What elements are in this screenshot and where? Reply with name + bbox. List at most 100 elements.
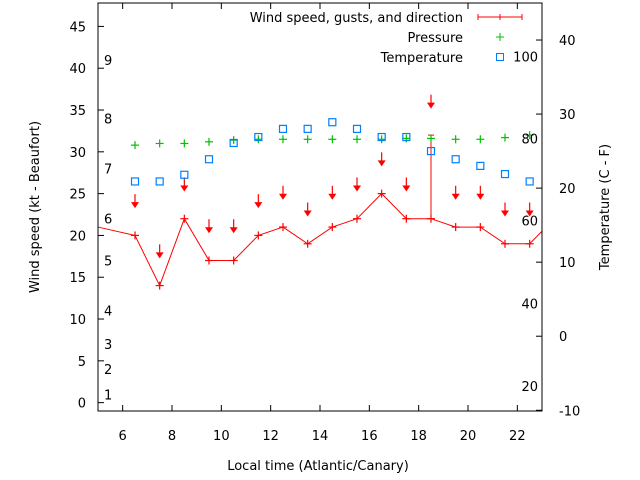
pressure-point <box>303 135 312 144</box>
x-tick-label: 6 <box>119 429 127 444</box>
temperature-point <box>476 161 485 171</box>
pressure-point <box>180 139 189 148</box>
arrow-head <box>427 102 435 109</box>
wind-direction-arrow <box>254 194 263 209</box>
temperature-point <box>451 155 460 164</box>
y-tick-label: 40 <box>69 62 86 77</box>
y-tick-label: 20 <box>69 229 86 244</box>
y2-axis-label: Temperature (C - F) <box>598 144 613 271</box>
wind-direction-arrow <box>328 185 337 200</box>
beaufort-label: 1 <box>104 388 112 403</box>
y-tick-label: 45 <box>69 20 86 35</box>
pressure-point <box>155 139 164 148</box>
x-tick-label: 22 <box>509 429 526 444</box>
arrow-head <box>402 185 411 192</box>
y-tick-label: 30 <box>69 146 86 161</box>
wind-speed-point <box>476 223 485 232</box>
y2-tick-label: 10 <box>559 256 576 271</box>
temperature-point <box>352 124 362 133</box>
wind-direction-arrow <box>155 244 164 259</box>
temperature-point <box>204 155 214 164</box>
x-tick-label: 12 <box>262 429 279 444</box>
pressure-point <box>451 135 460 144</box>
temperature-point <box>426 146 436 156</box>
legend-sample-pressure <box>496 33 504 41</box>
y2-tick-label: 40 <box>559 34 576 49</box>
wind-direction-arrow <box>402 177 411 192</box>
temperature-point <box>254 132 263 142</box>
y-axis-label: Wind speed (kt - Beaufort) <box>28 121 43 293</box>
wind-direction-arrow <box>205 219 213 234</box>
pressure-point <box>229 136 238 145</box>
fahrenheit-label: 60 <box>521 215 538 230</box>
beaufort-label: 6 <box>104 213 112 228</box>
wind-speed-point <box>501 239 509 248</box>
wind-direction-arrow <box>229 219 238 234</box>
plot-border <box>97 2 543 412</box>
legend-sample-wind <box>477 14 523 20</box>
pressure-point <box>205 137 213 146</box>
temperature-point <box>180 170 189 179</box>
pressure-point <box>476 135 485 144</box>
wind-speed-point <box>303 239 312 248</box>
arrow-head <box>131 202 139 209</box>
beaufort-label: 3 <box>104 338 112 353</box>
temperature-point <box>402 132 411 142</box>
y-tick-label: 35 <box>69 104 86 119</box>
arrow-head <box>254 202 263 209</box>
arrow-head <box>229 227 238 234</box>
legend-label-wind: Wind speed, gusts, and direction <box>250 11 463 26</box>
y2-tick-label: 30 <box>559 108 576 123</box>
arrow-head <box>328 193 337 200</box>
temperature-point <box>278 124 288 133</box>
beaufort-label: 9 <box>104 54 112 69</box>
y2-tick-label: -10 <box>559 404 580 419</box>
legend-sample-temperature <box>496 53 504 61</box>
wind-speed-line <box>97 192 543 287</box>
fahrenheit-label: 80 <box>521 133 538 148</box>
y-tick-label: 0 <box>78 397 86 412</box>
wind-direction-arrow <box>501 202 509 217</box>
temperature-point <box>500 169 510 179</box>
wind-direction-arrow <box>180 177 189 192</box>
wind-direction-arrow <box>525 202 534 217</box>
legend-label-pressure: Pressure <box>407 31 463 46</box>
wind-speed-point <box>155 281 164 290</box>
wind-direction-arrow <box>303 202 312 217</box>
arrow-head <box>353 185 361 192</box>
wind-direction-arrow <box>353 177 361 192</box>
arrow-head <box>303 210 312 217</box>
temperature-point <box>525 177 534 186</box>
y-tick-label: 10 <box>69 313 86 328</box>
pressure-point <box>131 141 139 150</box>
wind-speed-point <box>229 256 238 265</box>
wind-speed-point <box>205 256 213 265</box>
legend-label-temperature: Temperature <box>380 51 463 66</box>
temperature-point <box>229 138 238 148</box>
y-tick-label: 15 <box>69 271 86 286</box>
pressure-point <box>353 135 361 144</box>
wind-speed-point <box>353 214 361 223</box>
fahrenheit-label: 100 <box>513 50 538 65</box>
x-tick-label: 10 <box>213 429 230 444</box>
beaufort-label: 8 <box>104 112 112 127</box>
arrow-head <box>451 193 460 200</box>
x-tick-label: 8 <box>168 429 176 444</box>
y2-tick-label: 0 <box>559 330 567 345</box>
wind-speed-point <box>402 214 411 223</box>
arrow-head <box>279 193 287 200</box>
beaufort-label: 5 <box>104 255 112 270</box>
temperature-point <box>377 132 386 142</box>
x-axis-label: Local time (Atlantic/Canary) <box>227 459 409 474</box>
wind-direction-arrow <box>427 94 435 109</box>
pressure-point <box>402 134 411 143</box>
fahrenheit-label: 40 <box>521 298 538 313</box>
wind-direction-arrow <box>131 194 139 209</box>
temperature-point <box>303 124 312 133</box>
wind-direction-arrow <box>476 185 485 200</box>
fahrenheit-label: 20 <box>521 380 538 395</box>
x-tick-label: 16 <box>361 429 378 444</box>
wind-speed-point <box>377 189 386 198</box>
wind-speed-point <box>328 223 337 232</box>
pressure-point <box>328 135 337 144</box>
